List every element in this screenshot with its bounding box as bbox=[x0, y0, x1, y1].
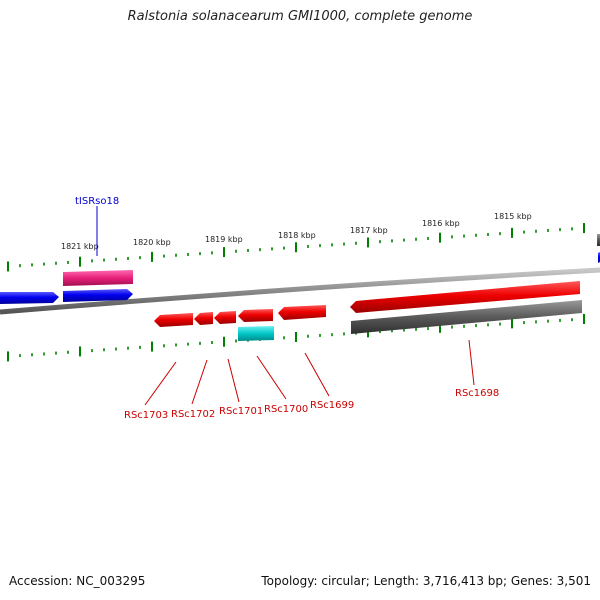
scale-label-1820: 1820 kbp bbox=[133, 238, 171, 247]
leader-line-RSc1700 bbox=[256, 355, 287, 400]
accession-text: Accession: NC_003295 bbox=[9, 574, 146, 588]
label-RSc1699[interactable]: RSc1699 bbox=[310, 400, 354, 411]
leader-line-RSc1701 bbox=[227, 358, 240, 403]
scale-label-1821: 1821 kbp bbox=[61, 242, 99, 251]
scale-label-1817: 1817 kbp bbox=[350, 226, 388, 235]
label-RSc1703[interactable]: RSc1703 bbox=[124, 410, 168, 421]
gene-feature-RSc1698[interactable] bbox=[350, 281, 580, 313]
edge-feature-gray[interactable] bbox=[597, 234, 600, 246]
cds-feature-RSc1699[interactable] bbox=[278, 305, 326, 320]
cds-feature-RSc1701[interactable] bbox=[214, 311, 236, 324]
label-RSc1701[interactable]: RSc1701 bbox=[219, 406, 263, 417]
leader-line-RSc1698 bbox=[468, 339, 475, 386]
gene-feature-gray-RSc1698[interactable] bbox=[351, 300, 582, 334]
label-RSc1698[interactable]: RSc1698 bbox=[455, 388, 499, 399]
scale-label-1819: 1819 kbp bbox=[205, 235, 243, 244]
label-tISRso18[interactable]: tISRso18 bbox=[75, 196, 119, 207]
misc-feature-RSc1700[interactable] bbox=[238, 326, 274, 341]
label-RSc1702[interactable]: RSc1702 bbox=[171, 409, 215, 420]
outer-tick-track bbox=[7, 223, 585, 272]
trna-feature-tISRso18[interactable] bbox=[63, 270, 133, 286]
scale-label-1816: 1816 kbp bbox=[422, 219, 460, 228]
leader-line-RSc1702 bbox=[191, 359, 208, 405]
scale-label-1818: 1818 kbp bbox=[278, 231, 316, 240]
scale-label-1815: 1815 kbp bbox=[494, 212, 532, 221]
cds-feature-RSc1703[interactable] bbox=[154, 313, 193, 327]
genome-backbone bbox=[0, 267, 600, 315]
map-title: Ralstonia solanacearum GMI1000, complete… bbox=[127, 9, 473, 24]
label-RSc1700[interactable]: RSc1700 bbox=[264, 404, 308, 415]
topology-text: Topology: circular; Length: 3,716,413 bp… bbox=[261, 574, 591, 588]
mobile-element-tISRso18[interactable] bbox=[63, 289, 133, 302]
leader-line-RSc1703 bbox=[144, 361, 177, 406]
cds-feature-RSc1700[interactable] bbox=[238, 309, 273, 322]
cds-feature-RSc1702[interactable] bbox=[194, 312, 213, 325]
mobile-element-left[interactable] bbox=[0, 292, 59, 304]
leader-line-RSc1699 bbox=[304, 352, 330, 397]
inner-tick-track bbox=[7, 313, 585, 362]
